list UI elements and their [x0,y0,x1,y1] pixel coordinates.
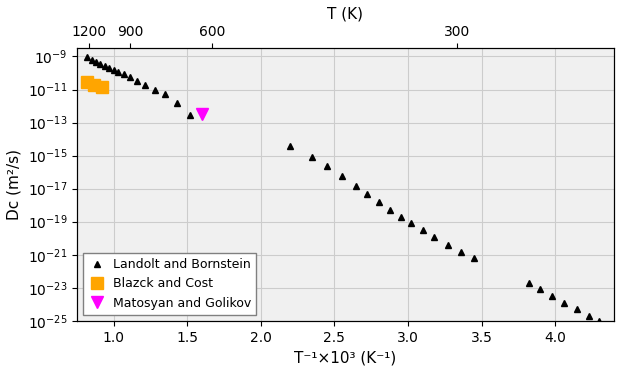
Landolt and Bornstein [363,191,371,196]
Landolt and Bornstein [444,243,451,247]
Blazck and Cost [91,82,98,87]
Landolt and Bornstein [457,250,465,254]
Landolt and Bornstein [120,71,128,76]
X-axis label: T⁻¹×10³ (K⁻¹): T⁻¹×10³ (K⁻¹) [294,350,397,365]
Landolt and Bornstein [596,318,603,323]
Landolt and Bornstein [106,66,113,70]
Landolt and Bornstein [407,221,415,225]
Landolt and Bornstein [141,82,148,87]
Landolt and Bornstein [574,307,581,311]
Landolt and Bornstein [537,287,544,292]
Landolt and Bornstein [560,301,568,305]
Landolt and Bornstein [83,55,91,60]
Landolt and Bornstein [186,112,194,117]
Landolt and Bornstein [114,70,122,74]
Landolt and Bornstein [126,74,134,79]
Landolt and Bornstein [338,174,345,178]
Landolt and Bornstein [419,228,427,232]
Legend: Landolt and Bornstein, Blazck and Cost, Matosyan and Golikov: Landolt and Bornstein, Blazck and Cost, … [83,253,256,315]
Line: Blazck and Cost: Blazck and Cost [81,76,107,92]
Blazck and Cost [98,84,106,89]
Landolt and Bornstein [161,92,169,97]
Landolt and Bornstein [101,64,109,69]
Landolt and Bornstein [586,314,593,318]
Landolt and Bornstein [387,208,394,212]
X-axis label: T (K): T (K) [327,7,363,22]
Blazck and Cost [83,79,91,84]
Landolt and Bornstein [151,87,158,92]
Landolt and Bornstein [88,58,95,62]
Landolt and Bornstein [110,68,117,72]
Landolt and Bornstein [134,78,141,83]
Landolt and Bornstein [97,62,104,66]
Line: Landolt and Bornstein: Landolt and Bornstein [84,54,603,324]
Landolt and Bornstein [375,200,383,205]
Landolt and Bornstein [324,163,331,168]
Landolt and Bornstein [471,256,478,261]
Landolt and Bornstein [93,60,100,64]
Landolt and Bornstein [431,235,438,239]
Landolt and Bornstein [173,101,181,105]
Landolt and Bornstein [309,155,316,160]
Landolt and Bornstein [525,280,532,285]
Landolt and Bornstein [286,144,294,148]
Y-axis label: Dᴄ (m²/s): Dᴄ (m²/s) [7,149,22,220]
Landolt and Bornstein [353,183,360,188]
Landolt and Bornstein [548,294,556,299]
Landolt and Bornstein [397,215,404,219]
